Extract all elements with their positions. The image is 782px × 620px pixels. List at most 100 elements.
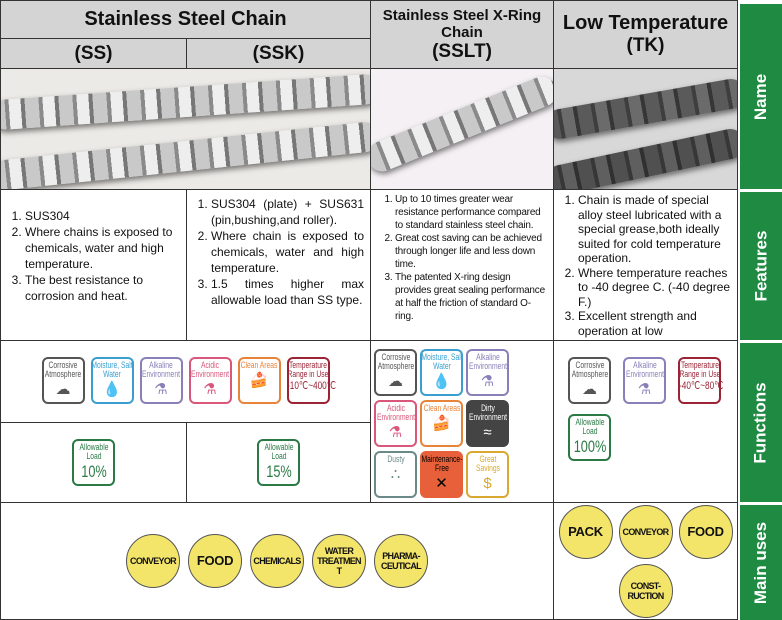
header-ss: (SS) <box>0 38 187 69</box>
function-label: Clean Areas <box>423 403 460 413</box>
sidebar-label: Features <box>751 230 770 302</box>
dirt-icon-glyph: ≈ <box>483 424 492 441</box>
cotton-icon: Corrosive Atmosphere ☁ <box>41 357 85 404</box>
temperature-icon: Temperature Range in Use -40℃~80℃ <box>678 357 723 404</box>
functions-ssk-load: Allowable Load 15% <box>186 422 371 503</box>
cotton-icon: Corrosive Atmosphere ☁ <box>374 349 417 396</box>
sidebar-features: Features <box>740 192 782 340</box>
load-icon: Allowable Load 100% <box>568 414 611 461</box>
flask-icon-glyph: ⚗ <box>203 381 217 398</box>
function-label: Moisture, Salt Water <box>91 360 133 379</box>
cotton-icon: Corrosive Atmosphere ☁ <box>568 357 611 404</box>
function-label: Corrosive Atmosphere <box>377 352 414 371</box>
function-label: Corrosive Atmosphere <box>571 360 608 379</box>
header-code: (SSK) <box>252 42 305 64</box>
sidebar-name: Name <box>740 4 782 189</box>
main-use-badge: PACK <box>558 504 613 559</box>
water-drop-icon-glyph: 💧 <box>102 381 122 398</box>
header-ssk: (SSK) <box>186 38 371 69</box>
functions-tk: Corrosive Atmosphere ☁ Alkaline Environmen… <box>553 340 738 503</box>
cake-icon-glyph: 🍰 <box>249 372 269 389</box>
function-label: Great Savings <box>475 454 500 473</box>
feature-item: Chain is made of special alloy steel lub… <box>578 193 731 266</box>
features-ssk: SUS304 (plate) + SUS631 (pin,bushing,and… <box>186 189 371 341</box>
sidebar-functions: Functions <box>740 343 782 502</box>
main-use-badge: CONVEYOR <box>126 534 180 588</box>
header-code: (SS) <box>74 42 113 64</box>
sidebar-label: Name <box>751 73 770 120</box>
flask-icon-glyph: ⚗ <box>154 381 168 398</box>
feature-item: Where temperature reaches to -40 degree … <box>578 266 731 310</box>
header-code: (TK) <box>626 35 665 56</box>
function-value: -10℃~400℃ <box>287 380 337 392</box>
temperature-icon: Temperature Range in Use -10℃~400℃ <box>286 357 337 404</box>
function-label: Corrosive Atmosphere <box>44 360 82 379</box>
function-label: Maintenance-Free <box>421 454 462 473</box>
flask-icon: Acidic Environment ⚗ <box>374 400 417 447</box>
header-title: Stainless Steel Chain <box>84 8 287 30</box>
function-label: Allowable Load <box>79 442 108 461</box>
function-label: Temperature Range in Use <box>287 360 329 379</box>
features-tk: Chain is made of special alloy steel lub… <box>553 189 738 352</box>
function-value: -40℃~80℃ <box>678 380 723 392</box>
features-sslt: Up to 10 times greater wear resistance p… <box>370 189 554 341</box>
function-label: Allowable Load <box>264 442 293 461</box>
main-uses-tk: PACK CONVEYOR FOOD CONST-RUCTION <box>553 502 738 620</box>
main-use-badge: WATER TREATMENT <box>312 534 366 588</box>
header-title: Low Temperature <box>562 12 729 34</box>
load-icon: Allowable Load 15% <box>257 439 300 486</box>
functions-ss-ssk: Corrosive Atmosphere ☁ Moisture, Salt Wate… <box>0 340 371 423</box>
flask-icon: Acidic Environment ⚗ <box>188 357 232 404</box>
functions-sslt: Corrosive Atmosphere ☁ Moisture, Salt Wate… <box>370 340 554 549</box>
tk-chain-photo <box>553 68 738 190</box>
header-sslt: Stainless Steel X-Ring Chain (SSLT) <box>370 0 554 69</box>
function-label: Acidic Environment <box>376 403 415 422</box>
features-ss: SUS304Where chains is exposed to chemica… <box>0 189 187 341</box>
cake-icon: Clean Areas 🍰 <box>237 357 281 404</box>
function-label: Allowable Load <box>575 417 604 436</box>
flask-icon: Alkaline Environment ⚗ <box>466 349 509 396</box>
main-use-badge: CHEMICALS <box>250 534 304 588</box>
ss-chain-photo <box>0 68 371 190</box>
cake-icon: Clean Areas 🍰 <box>420 400 463 447</box>
function-label: Temperature Range in Use <box>679 360 720 379</box>
main-uses-ss-ssk-sslt: CONVEYOR FOOD CHEMICALS WATER TREATMENT PHAR… <box>0 502 554 620</box>
water-drop-icon: Moisture, Salt Water 💧 <box>420 349 463 396</box>
sidebar-main-uses: Main uses <box>740 505 782 620</box>
header-tk: Low Temperature (TK) <box>553 0 738 69</box>
main-use-badge: CONVEYOR <box>618 504 673 559</box>
sslt-chain-photo <box>370 68 554 190</box>
header-stainless-steel-chain: Stainless Steel Chain <box>0 0 371 39</box>
function-value: 15% <box>265 462 292 481</box>
function-label: Alkaline Environment <box>142 360 180 379</box>
flask-icon-glyph: ⚗ <box>388 424 403 441</box>
functions-ss-load: Allowable Load 10% <box>0 422 187 503</box>
sidebar-label: Functions <box>751 381 770 464</box>
function-label: Alkaline Environment <box>625 360 664 379</box>
cotton-icon-glyph: ☁ <box>582 381 597 398</box>
function-label: Dirty Environment <box>468 403 507 422</box>
feature-item: SUS304 (plate) + SUS631 (pin,bushing,and… <box>211 196 364 228</box>
function-label: Acidic Environment <box>191 360 229 379</box>
function-label: Alkaline Environment <box>468 352 507 371</box>
main-use-badge: FOOD <box>188 534 242 588</box>
flask-icon-glyph: ⚗ <box>480 373 495 390</box>
function-label: Moisture, Salt Water <box>420 352 463 371</box>
water-drop-icon-glyph: 💧 <box>432 373 451 390</box>
function-value: 10% <box>80 462 107 481</box>
dust-icon-glyph: ∴ <box>390 466 401 483</box>
feature-item: Where chains is exposed to chemicals, wa… <box>25 224 180 272</box>
cotton-icon-glyph: ☁ <box>55 381 71 398</box>
dirt-icon: Dirty Environment ≈ <box>466 400 509 447</box>
feature-item: The patented X-ring design provides grea… <box>395 271 547 323</box>
function-value: 100% <box>573 437 606 456</box>
flask-icon-glyph: ⚗ <box>637 381 652 398</box>
feature-item: 1.5 times higher max allowable load than… <box>211 276 364 308</box>
cake-icon-glyph: 🍰 <box>432 415 451 432</box>
flask-icon: Alkaline Environment ⚗ <box>139 357 183 404</box>
sidebar-label: Main uses <box>751 521 771 604</box>
feature-item: Up to 10 times greater wear resistance p… <box>395 193 547 232</box>
feature-item: SUS304 <box>25 208 180 224</box>
dollar-icon-glyph: $ <box>483 475 492 492</box>
